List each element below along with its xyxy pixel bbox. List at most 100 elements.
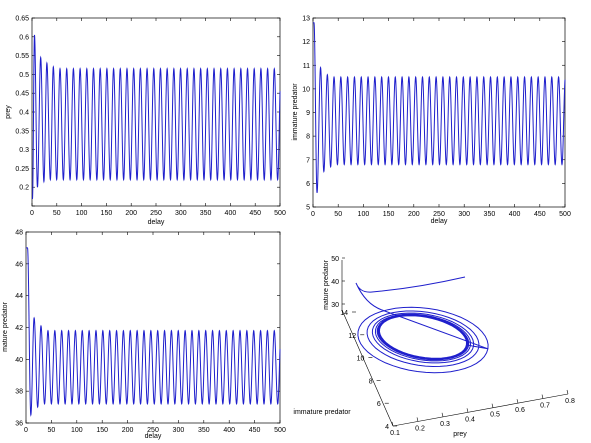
prey-y-tick-label-4: 0.35 — [15, 128, 29, 135]
phase-z-axis-label: mature predator — [323, 259, 330, 309]
prey-x-tick-label-8: 400 — [225, 210, 237, 217]
phase-y-tick-label-3: 10 — [357, 356, 365, 363]
mature-y-tick-label-0: 36 — [15, 421, 23, 428]
mature-y-tick-label-2: 40 — [15, 357, 23, 364]
mature-predator-time-series-panel: 0 50 100 150 200 250 300 350 400 450 500 36 38 40 42 4… — [2, 230, 286, 441]
prey-x-tick-label-4: 200 — [125, 210, 137, 217]
immature-x-tick-label-1: 50 — [334, 211, 342, 218]
phase-z-tick-label-0: 30 — [331, 302, 339, 309]
mature-x-tick-label-3: 150 — [96, 427, 108, 434]
phase-trajectory-line — [355, 276, 489, 374]
phase-x-tick-label-3: 0.4 — [465, 416, 475, 423]
prey-y-tick-label-9: 0.6 — [19, 34, 29, 41]
mature-y-tick-label-6: 48 — [15, 230, 23, 237]
phase-x-tick-mark-2 — [441, 412, 444, 417]
prey-x-tick-label-5: 250 — [150, 210, 162, 217]
mature-x-tick-label-5: 250 — [147, 427, 159, 434]
immature-y-tick-label-5: 10 — [302, 86, 310, 93]
phase-y-tick-label-0: 4 — [385, 424, 389, 431]
immature-x-tick-label-4: 200 — [408, 211, 420, 218]
prey-time-series-panel: 0 50 100 150 200 250 300 350 400 450 500 0.20.250.… — [5, 16, 286, 227]
immature-y-tick-label-6: 11 — [303, 63, 310, 70]
phase-x-axis-label: prey — [453, 431, 467, 438]
prey-x-tick-label-6: 300 — [175, 210, 187, 217]
immature-x-tick-label-2: 100 — [358, 211, 370, 218]
phase-x-tick-label-1: 0.2 — [415, 425, 425, 432]
prey-y-tick-label-2: 0.25 — [15, 166, 29, 173]
phase-y-axis-label: immature predator — [293, 409, 351, 416]
prey-x-tick-label-1: 50 — [53, 210, 61, 217]
prey-series-line — [32, 34, 281, 199]
immature-y-ticks: 5 6 7 8 9 10 11 12 13 — [302, 16, 565, 212]
phase-z-tick-label-1: 40 — [331, 279, 339, 286]
phase-x-tick-label-5: 0.6 — [515, 407, 525, 414]
immature-y-tick-label-1: 6 — [306, 181, 310, 188]
phase-y-tick-label-2: 8 — [369, 378, 373, 385]
immature-x-ticks: 0 50 100 150 200 250 300 350 400 450 500 — [311, 18, 571, 218]
prey-y-tick-label-5: 0.4 — [19, 110, 29, 117]
immature-x-axis-label: delay — [431, 218, 448, 225]
mature-x-tick-label-6: 300 — [173, 427, 185, 434]
phase-x-tick-mark-6 — [541, 394, 544, 399]
phase-y-tick-label-4: 12 — [348, 333, 356, 340]
x-axis-line — [392, 393, 569, 427]
mature-y-ticks: 36 38 40 42 44 46 48 — [15, 230, 280, 428]
immature-x-tick-label-3: 150 — [383, 211, 395, 218]
phase-x-tick-label-2: 0.3 — [440, 421, 450, 428]
prey-x-tick-label-3: 150 — [101, 210, 113, 217]
mature-x-tick-label-10: 500 — [274, 427, 286, 434]
phase-x-tick-mark-1 — [416, 417, 419, 422]
prey-x-ticks: 0 50 100 150 200 250 300 350 400 450 500 — [30, 18, 286, 217]
immature-y-tick-label-2: 7 — [306, 157, 310, 164]
prey-y-ticks: 0.2 0.25 0.3 0.35 0.4 0.45 0.5 0.55 0.6 0.65 — [15, 16, 280, 207]
mature-series-line — [26, 247, 281, 417]
prey-plot-frame — [31, 17, 281, 207]
prey-x-tick-label-0: 0 — [30, 210, 34, 217]
immature-predator-time-series-panel: 0 50 100 150 200 250 300 350 400 450 500 5 6 7 8 9 10 11… — [292, 16, 571, 226]
mature-y-tick-label-4: 44 — [15, 293, 23, 300]
prey-y-tick-label-6: 0.45 — [15, 91, 29, 98]
phase-x-tick-label-6: 0.7 — [540, 403, 550, 410]
prey-y-tick-label-10: 0.65 — [15, 16, 29, 23]
mature-x-tick-label-4: 200 — [122, 427, 134, 434]
prey-x-tick-label-10: 500 — [274, 210, 286, 217]
immature-x-tick-label-10: 500 — [559, 211, 571, 218]
immature-y-tick-label-3: 8 — [306, 134, 310, 141]
y-axis-line — [341, 309, 394, 427]
mature-x-tick-label-8: 400 — [223, 427, 235, 434]
prey-y-tick-label-1: 0.2 — [19, 185, 29, 192]
phase-y-tick-label-5: 14 — [340, 310, 348, 317]
phase-z-tick-label-2: 50 — [331, 256, 339, 263]
immature-y-tick-label-8: 13 — [302, 16, 310, 23]
mature-x-tick-label-9: 450 — [249, 427, 261, 434]
immature-series-line — [313, 22, 566, 193]
immature-y-axis-label: immature predator — [292, 83, 299, 141]
prey-y-tick-label-8: 0.55 — [15, 53, 29, 60]
immature-x-tick-label-7: 350 — [484, 211, 496, 218]
mature-x-axis-label: delay — [145, 433, 162, 440]
immature-x-tick-label-0: 0 — [311, 211, 315, 218]
prey-x-tick-label-9: 450 — [249, 210, 261, 217]
mature-x-tick-label-0: 0 — [24, 427, 28, 434]
immature-x-tick-label-5: 250 — [433, 211, 445, 218]
phase-x-tick-mark-7 — [566, 389, 569, 395]
phase-x-tick-mark-4 — [491, 403, 494, 408]
phase-x-tick-label-0: 0.1 — [390, 430, 400, 437]
phase-x-tick-mark-0 — [391, 421, 394, 427]
immature-plot-frame — [312, 17, 566, 208]
prey-y-tick-label-7: 0.5 — [19, 72, 29, 79]
phase-y-tick-label-1: 6 — [377, 401, 381, 408]
immature-y-tick-label-0: 5 — [306, 205, 310, 212]
immature-x-tick-label-9: 450 — [534, 211, 546, 218]
phase-x-tick-label-4: 0.5 — [490, 412, 500, 419]
mature-y-tick-label-3: 42 — [15, 325, 23, 332]
mature-x-tick-label-2: 100 — [71, 427, 83, 434]
mature-y-axis-label: mature predator — [2, 301, 9, 351]
phase-x-tick-label-7: 0.8 — [565, 398, 575, 405]
mature-y-tick-label-1: 38 — [15, 389, 23, 396]
immature-y-tick-label-7: 12 — [302, 39, 310, 46]
prey-x-axis-label: delay — [148, 219, 165, 226]
phase-portrait-3d-panel: 0.10.20.30.40.50.60.70.8468101214304050 … — [293, 256, 575, 438]
